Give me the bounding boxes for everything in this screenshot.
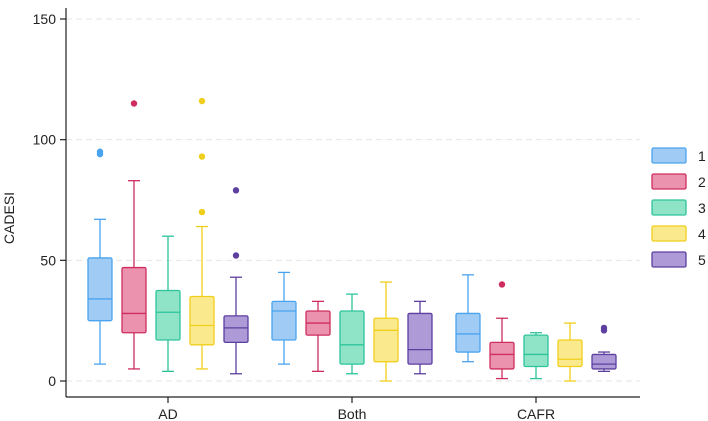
series-5 <box>223 187 617 375</box>
box-ad-4 <box>189 97 215 370</box>
series-2 <box>121 100 515 380</box>
box-iqr <box>155 289 181 341</box>
x-tick-label-ad: AD <box>158 406 177 421</box>
box-iqr <box>407 312 433 365</box>
box-ad-2 <box>121 100 147 370</box>
box-cafr-1 <box>455 274 481 363</box>
legend: 1 2 3 4 5 <box>651 147 706 268</box>
box-iqr <box>591 353 617 370</box>
outlier-point <box>232 252 240 259</box>
y-tick-label-50: 50 <box>40 252 56 268</box>
box-both-5 <box>407 300 433 375</box>
legend-label-3: 3 <box>698 200 706 216</box>
outlier-point <box>600 324 608 332</box>
y-tick-label-100: 100 <box>33 132 57 148</box>
legend-label-5: 5 <box>698 252 706 268</box>
legend-label-1: 1 <box>698 148 706 164</box>
legend-swatch-3 <box>651 199 687 216</box>
box-iqr <box>189 295 215 346</box>
box-iqr <box>557 339 583 368</box>
box-iqr <box>489 341 515 370</box>
legend-item-5: 5 <box>651 251 706 268</box>
outlier-point <box>232 187 240 194</box>
box-cafr-5 <box>591 324 617 372</box>
legend-swatch-2 <box>651 173 687 190</box>
box-iqr <box>455 312 481 353</box>
legend-item-1: 1 <box>651 147 706 164</box>
legend-item-4: 4 <box>651 225 706 242</box>
x-tick-label-both: Both <box>338 406 367 421</box>
box-iqr <box>373 317 399 363</box>
outlier-point <box>198 153 206 160</box>
legend-label-4: 4 <box>698 226 706 242</box>
gridlines <box>66 18 640 382</box>
box-ad-1 <box>87 148 113 365</box>
box-cafr-4 <box>557 322 583 382</box>
y-tick-label-150: 150 <box>33 11 57 27</box>
x-tick-label-cafr: CAFR <box>517 406 555 421</box>
y-axis: 0 50 100 150 <box>33 8 67 397</box>
legend-swatch-4 <box>651 225 687 242</box>
series-3 <box>155 235 549 380</box>
x-axis: AD Both CAFR <box>66 396 640 421</box>
legend-item-2: 2 <box>651 173 706 190</box>
box-iqr <box>223 315 249 344</box>
box-both-4 <box>373 281 399 382</box>
legend-item-3: 3 <box>651 199 706 216</box>
box-iqr <box>523 334 549 368</box>
legend-label-2: 2 <box>698 174 706 190</box>
box-both-3 <box>339 293 365 375</box>
box-cafr-2 <box>489 281 515 380</box>
box-iqr <box>121 266 147 334</box>
box-ad-3 <box>155 235 181 372</box>
box-cafr-3 <box>523 332 549 380</box>
box-both-2 <box>305 300 331 372</box>
legend-swatch-1 <box>651 147 687 164</box>
y-axis-title: CADESI <box>1 192 17 244</box>
y-tick-label-0: 0 <box>48 373 56 389</box>
outlier-point <box>198 208 206 216</box>
box-iqr <box>87 257 113 322</box>
box-iqr <box>271 300 297 341</box>
series-4 <box>189 97 583 382</box>
box-series <box>87 97 617 382</box>
box-iqr <box>339 310 365 365</box>
outlier-point <box>96 148 104 155</box>
box-ad-5 <box>223 187 249 375</box>
outlier-point <box>198 97 206 105</box>
outlier-point <box>130 100 138 107</box>
series-1 <box>87 148 481 365</box>
outlier-point <box>498 281 506 288</box>
legend-swatch-5 <box>651 251 687 268</box>
box-both-1 <box>271 271 297 365</box>
